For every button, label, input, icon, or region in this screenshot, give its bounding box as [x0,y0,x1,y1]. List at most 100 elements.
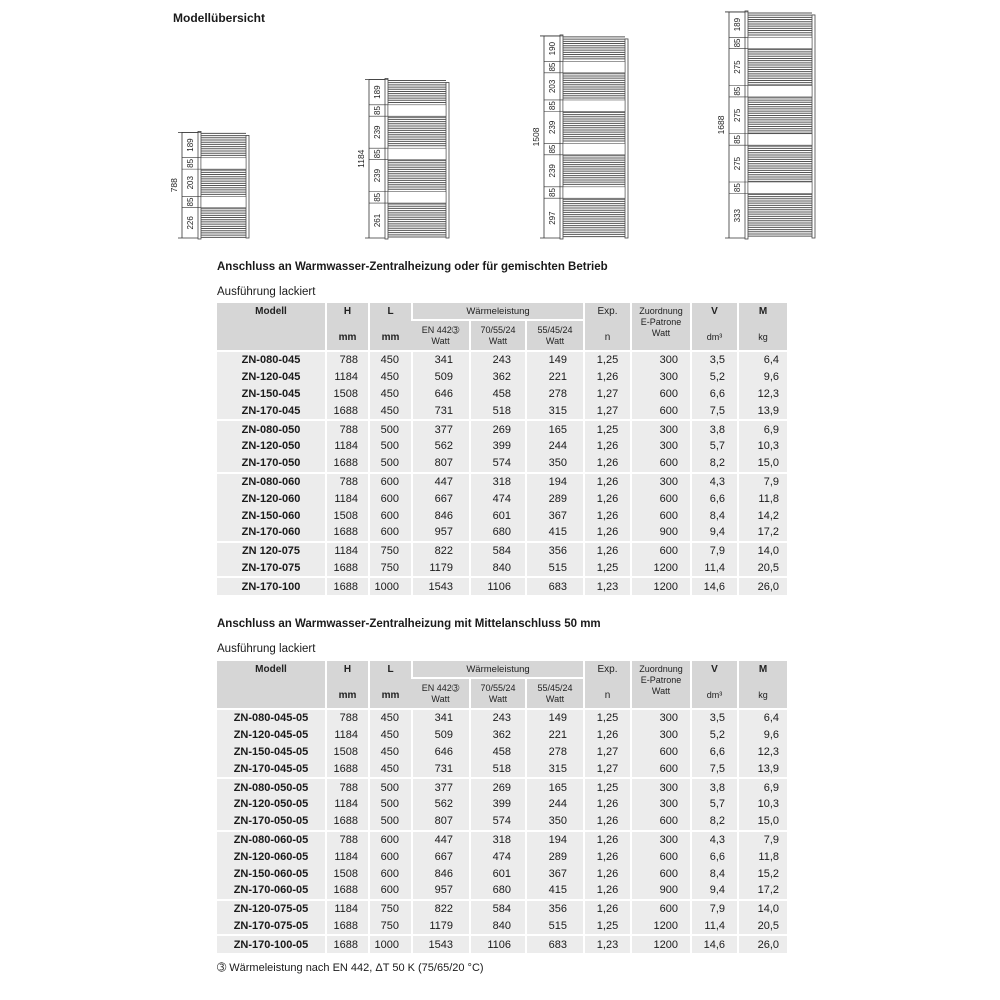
cell: 1,27 [583,402,632,421]
col-55-unit: Watt [545,694,565,704]
cell: 315 [524,760,585,779]
cell: 509 [411,726,470,744]
table-row: ZN-120-050-05 1184 500 562 399 244 1,26 300 5,7 1… [217,795,788,813]
cell: 450 [368,760,412,779]
cell: 7,9 [737,829,788,849]
cell: 600 [630,865,692,882]
cell: 900 [630,523,692,542]
cell: 415 [524,523,585,542]
cell: 289 [524,490,585,508]
footnote: ➂ Wärmeleistung nach EN 442, ΔT 50 K (75… [217,962,484,974]
col-h-label: H [343,306,352,317]
cell: ZN-170-045-05 [217,760,326,779]
radiator-rail-right [624,38,629,239]
cell: 667 [411,848,470,866]
cell: 1,26 [583,437,632,455]
cell: 4,3 [690,471,739,491]
segment-label: 189 [373,85,382,99]
table-row: ZN-170-050-05 1688 500 807 574 350 1,26 600 8,2 1… [217,812,788,831]
cell: ZN-120-075-05 [217,898,326,918]
cell: 6,4 [737,708,788,727]
cell: 14,0 [737,540,788,560]
cell: 12,3 [737,743,788,761]
cell: 600 [368,881,412,900]
cell: 1184 [325,848,369,866]
cell: 1,26 [583,523,632,542]
radiator-gap [562,186,626,199]
table-row: ZN-120-060-05 1184 600 667 474 289 1,26 600 6,6 1… [217,848,788,866]
cell: 3,5 [690,708,739,727]
cell: ZN-080-045-05 [217,708,326,727]
col-en442-unit: Watt [431,694,450,704]
cell: 574 [469,454,526,473]
cell: 840 [469,559,526,578]
cell: 683 [524,934,585,954]
radiator-drawings: 788 226 85 203 85 189 1184 261 85 239 85 239 85 189 15… [169,10,816,240]
segment-label: 85 [373,106,382,115]
cell: 788 [325,829,369,849]
cell: ZN-150-045 [217,385,326,403]
col-v-unit: dm³ [706,690,723,700]
col-zuordnung-unit: Watt [651,686,671,696]
cell: 165 [524,419,585,438]
cell: ZN-120-050-05 [217,795,326,813]
col-l-label: L [387,664,394,675]
cell: 362 [469,368,526,386]
cell: 1200 [630,559,692,578]
radiator-rail-right [245,135,250,239]
cell: 1179 [411,917,470,936]
col-m-unit: kg [758,332,768,342]
col-70-unit: Watt [488,336,508,346]
col-en442-label: EN 442➂ [421,683,460,693]
cell: 341 [411,350,470,369]
cell: 450 [368,350,412,369]
table-row: ZN-170-045-05 1688 450 731 518 315 1,27 600 7,5 1… [217,760,788,779]
radiator-gap [747,181,813,194]
radiator-gap [562,61,626,74]
cell: 6,9 [737,777,788,796]
table-row: ZN-120-060 1184 600 667 474 289 1,26 600 6,6 11,8 [217,490,788,508]
cell: 680 [469,881,526,900]
cell: 562 [411,795,470,813]
radiator-gap [387,104,447,117]
cell: 1543 [411,934,470,954]
cell: 244 [524,795,585,813]
cell: 6,6 [690,385,739,403]
col-v-unit: dm³ [706,332,723,342]
cell: ZN-150-045-05 [217,743,326,761]
cell: 221 [524,726,585,744]
cell: 515 [524,917,585,936]
cell: 7,9 [690,540,739,560]
cell: 1,27 [583,760,632,779]
cell: 10,3 [737,437,788,455]
cell: 1,26 [583,865,632,882]
cell: 1200 [630,576,692,596]
table-row: ZN-080-060-05 788 600 447 318 194 1,26 300 4,3 7,… [217,829,788,849]
cell: 4,3 [690,829,739,849]
col-exp-label: Exp. [597,664,618,675]
radiator-gap [387,191,447,204]
cell: ZN-170-075-05 [217,917,326,936]
cell: 26,0 [737,934,788,954]
cell: 377 [411,419,470,438]
cell: 9,4 [690,881,739,900]
cell: 6,6 [690,848,739,866]
cell: 1508 [325,743,369,761]
table-row: ZN-170-100-05 1688 1000 1543 1106 683 1,23 1200… [217,934,788,954]
segment-label: 275 [733,108,742,122]
cell: 6,9 [737,419,788,438]
cell: 450 [368,708,412,727]
cell: 600 [630,848,692,866]
cell: 7,9 [737,471,788,491]
cell: 600 [630,402,692,421]
cell: 15,0 [737,454,788,473]
radiator-gap [747,133,813,146]
col-h-label: H [343,664,352,675]
cell: 367 [524,865,585,882]
